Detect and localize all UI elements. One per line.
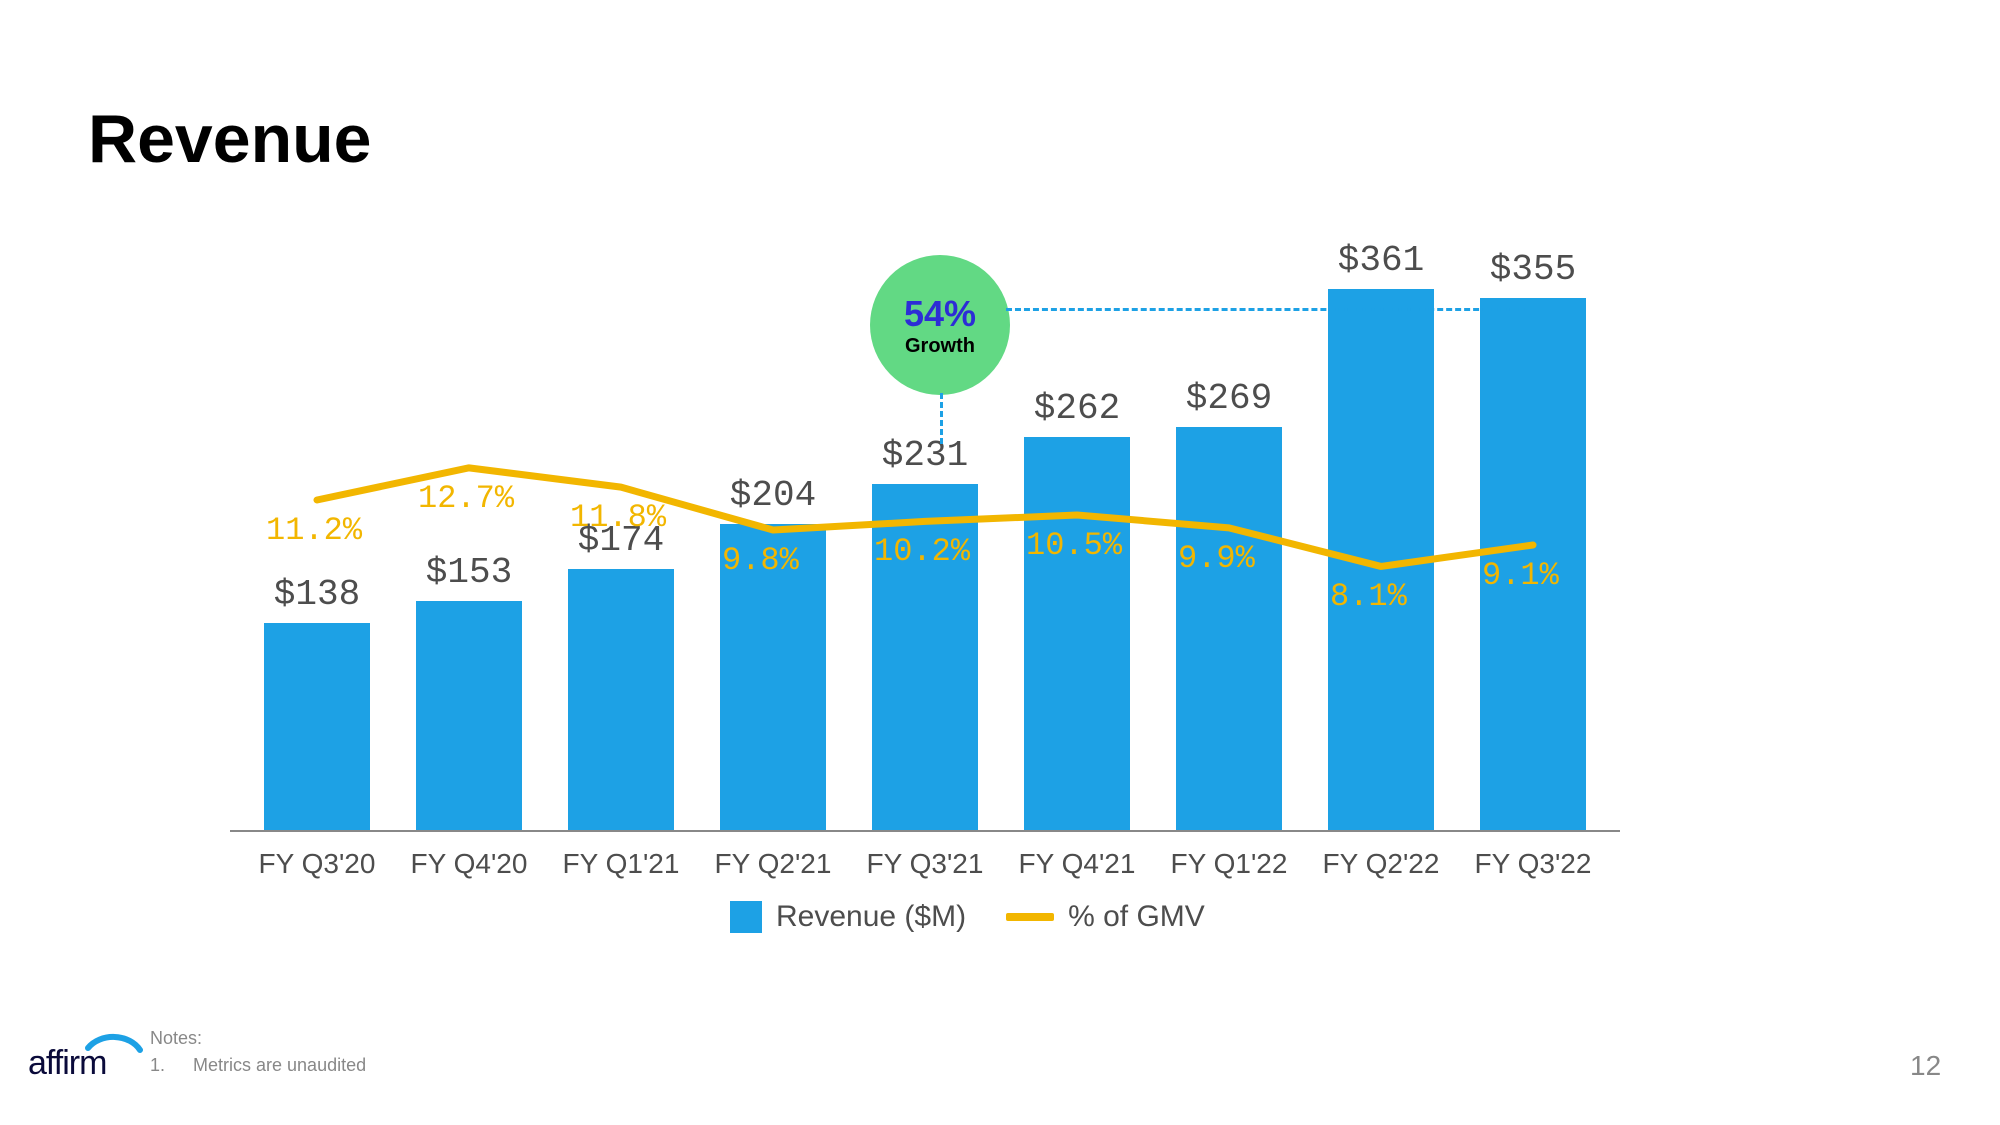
bar [1328,289,1434,831]
growth-connector-vertical [940,393,943,444]
bar-value-label: $153 [386,552,552,593]
legend-label: % of GMV [1068,900,1205,934]
pct-label: 12.7% [418,480,514,517]
bar [568,569,674,830]
growth-badge: 54%Growth [870,255,1010,395]
legend-line-swatch [1006,913,1054,921]
category-label: FY Q3'20 [236,848,398,880]
svg-text:affirm: affirm [28,1044,106,1082]
notes-label: Notes: [150,1025,366,1052]
pct-label: 9.8% [722,542,799,579]
bar-value-label: $138 [234,574,400,615]
slide-root: Revenue $138FY Q3'20$153FY Q4'20$174FY Q… [0,0,2000,1125]
notes-item: Metrics are unaudited [193,1052,366,1079]
pct-label: 10.5% [1026,527,1122,564]
growth-badge-pct: 54% [904,293,976,335]
bar-value-label: $269 [1146,378,1312,419]
bar [264,623,370,830]
bar-value-label: $361 [1298,240,1464,281]
notes-ordinal: 1. [150,1052,165,1079]
x-axis [230,830,1620,832]
category-label: FY Q1'21 [540,848,702,880]
bar-value-label: $262 [994,388,1160,429]
bar [416,601,522,831]
pct-label: 10.2% [874,533,970,570]
page-number: 12 [1910,1050,1941,1082]
chart-legend: Revenue ($M) % of GMV [730,900,1231,934]
category-label: FY Q3'21 [844,848,1006,880]
pct-label: 11.8% [570,499,666,536]
category-label: FY Q3'22 [1452,848,1614,880]
category-label: FY Q2'22 [1300,848,1462,880]
pct-label: 9.9% [1178,540,1255,577]
page-title: Revenue [88,100,371,178]
footer-notes: Notes: 1. Metrics are unaudited [150,1025,366,1079]
bar [1024,437,1130,830]
pct-label: 8.1% [1330,578,1407,615]
bar-value-label: $204 [690,475,856,516]
bar-value-label: $231 [842,435,1008,476]
bar-value-label: $355 [1450,249,1616,290]
legend-label: Revenue ($M) [776,900,966,934]
growth-connector-horizontal [1006,308,1533,311]
category-label: FY Q4'21 [996,848,1158,880]
bar [1176,427,1282,831]
pct-label: 11.2% [266,512,362,549]
category-label: FY Q4'20 [388,848,550,880]
category-label: FY Q2'21 [692,848,854,880]
legend-swatch [730,901,762,933]
category-label: FY Q1'22 [1148,848,1310,880]
affirm-logo: affirm [28,1030,143,1087]
growth-badge-sub: Growth [905,335,975,358]
pct-label: 9.1% [1482,557,1559,594]
